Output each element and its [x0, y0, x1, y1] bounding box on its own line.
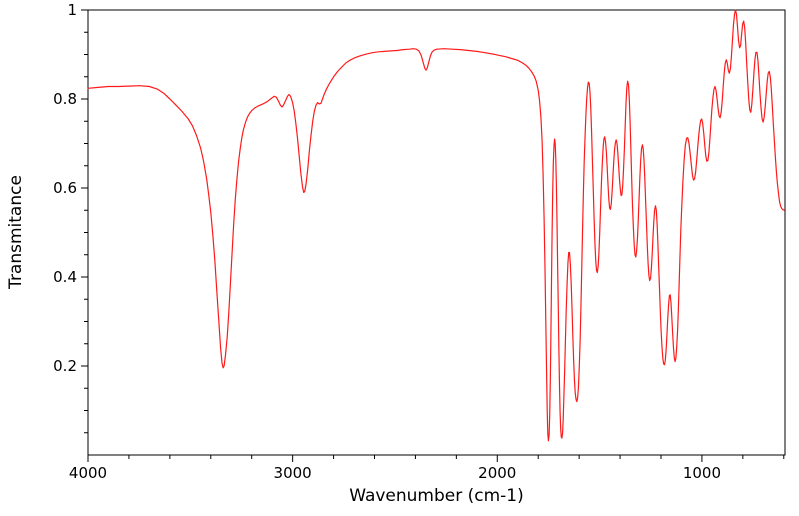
y-tick-label: 0.2	[53, 357, 77, 375]
y-tick-label: 0.6	[53, 179, 77, 197]
x-tick-label: 2000	[478, 464, 516, 482]
y-tick-label: 0.8	[53, 90, 77, 108]
y-axis-label: Transmitance	[6, 175, 26, 289]
y-tick-label: 1	[67, 1, 77, 19]
y-tick-label: 0.4	[53, 268, 77, 286]
x-axis-label: Wavenumber (cm-1)	[349, 486, 524, 506]
spectrum-line	[87, 9, 785, 442]
x-tick-label: 4000	[69, 464, 107, 482]
x-tick-label: 3000	[274, 464, 312, 482]
x-tick-label: 1000	[683, 464, 721, 482]
